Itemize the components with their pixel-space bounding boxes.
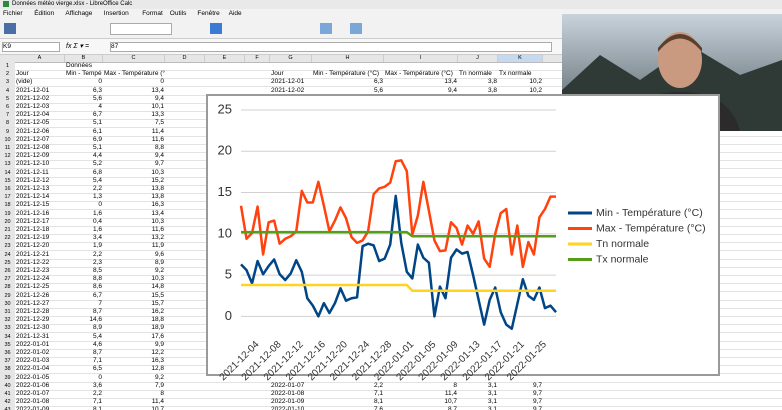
legend-label: Tn normale [596,238,649,250]
y-tick-label: 0 [225,308,232,323]
legend-label: Min - Température (°C) [596,207,703,219]
y-tick-label: 10 [218,225,232,240]
y-tick-label: 15 [218,184,232,199]
overlay: 05101520252021-12-042021-12-082021-12-12… [0,0,782,410]
y-tick-label: 20 [218,143,232,158]
legend-label: Tx normale [596,253,649,265]
face [658,32,702,88]
y-tick-label: 25 [218,101,232,116]
screen: Données météo vierge.xlsx - LibreOffice … [0,0,782,410]
chart-frame[interactable] [207,95,719,375]
legend-label: Max - Température (°C) [596,222,706,234]
y-tick-label: 5 [225,267,232,282]
